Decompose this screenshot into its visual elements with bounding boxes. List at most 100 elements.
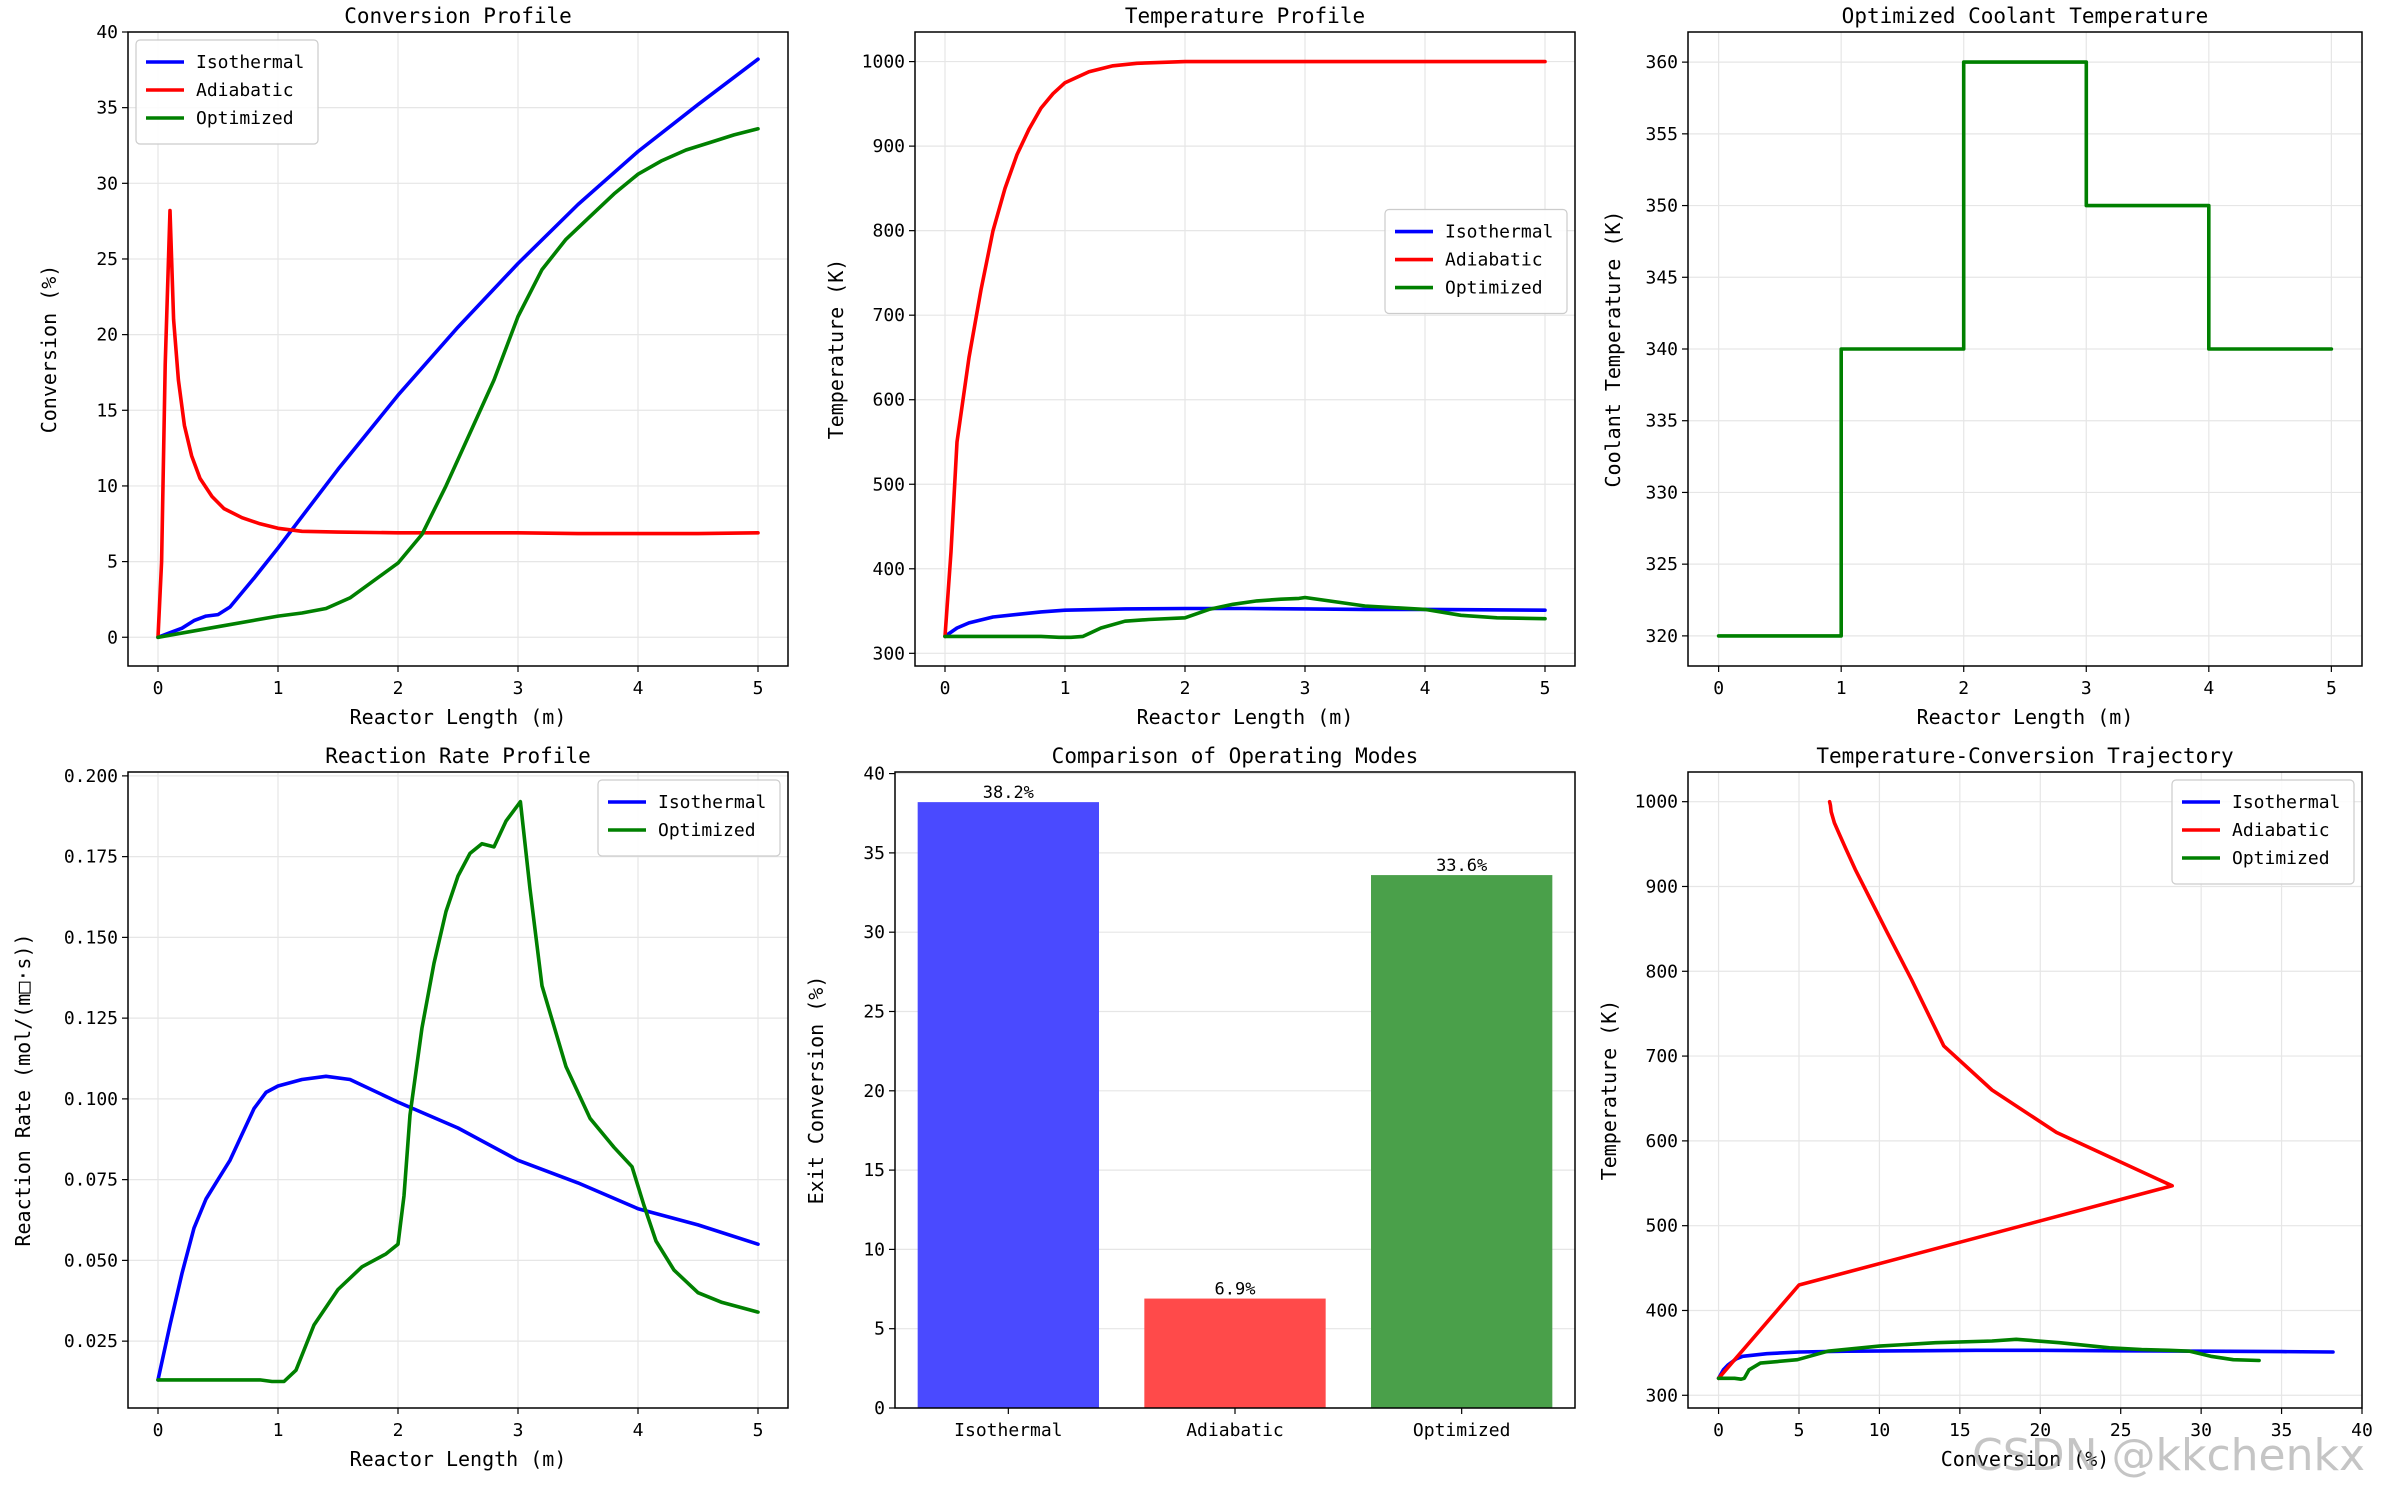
y-axis-label: Temperature (K) (1597, 1000, 1621, 1181)
chart-comparison: 38.2% 6.9% 33.6% Isothermal Adiabatic Optimiz… (804, 744, 1576, 1441)
x-tick-label: 5 (1540, 678, 1551, 699)
series-line-optimized (156, 127, 760, 640)
x-tick-label: 2 (393, 678, 404, 699)
legend: Isothermal Adiabatic Optimized (1384, 208, 1568, 315)
legend-label: Isothermal (196, 52, 304, 73)
x-tick-label: 4 (1420, 678, 1431, 699)
legend-label: Optimized (2232, 848, 2330, 869)
bar-optimized (1371, 875, 1553, 1408)
y-axis-label: Temperature (K) (824, 259, 848, 440)
x-tick-label: 0 (1713, 678, 1724, 699)
x-tick-label: 5 (1794, 1420, 1805, 1441)
chart-conversion: 0 1 2 3 4 5 0 5 10 15 20 25 30 35 40 Conversion Profile… (37, 4, 789, 729)
y-tick-label: 25 (863, 1001, 885, 1022)
x-axis-label: Reactor Length (m) (1137, 705, 1354, 729)
chart-trajectory: 0 5 10 15 20 25 30 35 40 300 400 500 600 700 800 900 100… (1597, 744, 2373, 1471)
y-tick-label: 500 (872, 474, 905, 495)
x-tick-label: 1 (1836, 678, 1847, 699)
y-tick-label: 325 (1645, 554, 1678, 575)
x-axis-label: Conversion (%) (1941, 1447, 2110, 1471)
x-tick-label: 2 (1180, 678, 1191, 699)
bar-isothermal (917, 802, 1099, 1408)
y-tick-label: 320 (1645, 626, 1678, 647)
chart-title: Conversion Profile (344, 4, 572, 28)
bar-adiabatic (1144, 1298, 1326, 1408)
series-line-optimized (1716, 1337, 2261, 1381)
legend-label: Isothermal (1445, 222, 1553, 243)
y-tick-label: 600 (1645, 1131, 1678, 1152)
y-tick-label: 700 (1645, 1046, 1678, 1067)
y-tick-label: 1000 (862, 52, 905, 73)
x-tick-label: 10 (1869, 1420, 1891, 1441)
x-tick-label: Adiabatic (1186, 1420, 1284, 1441)
y-tick-label: 350 (1645, 196, 1678, 217)
y-tick-label: 700 (872, 305, 905, 326)
y-tick-label: 30 (96, 173, 118, 194)
x-tick-label: 1 (273, 678, 284, 699)
legend-label: Optimized (196, 108, 294, 129)
x-tick-label: 4 (633, 1420, 644, 1441)
x-tick-label: 15 (1949, 1420, 1971, 1441)
axes-frame (127, 31, 789, 667)
y-tick-label: 340 (1645, 339, 1678, 360)
legend-label: Isothermal (2232, 792, 2340, 813)
y-tick-label: 0.100 (64, 1089, 118, 1110)
y-tick-label: 300 (1645, 1385, 1678, 1406)
x-tick-label: 1 (273, 1420, 284, 1441)
series-line-optimized (156, 799, 760, 1384)
y-tick-label: 10 (863, 1239, 885, 1260)
x-tick-label: 0 (153, 678, 164, 699)
x-axis-label: Reactor Length (m) (1917, 705, 2134, 729)
y-tick-label: 0.125 (64, 1008, 118, 1029)
axes-frame (127, 771, 789, 1409)
y-tick-label: 1000 (1635, 792, 1678, 813)
y-tick-label: 10 (96, 476, 118, 497)
x-tick-label: 35 (2271, 1420, 2293, 1441)
x-tick-label: 3 (513, 678, 524, 699)
x-tick-label: 5 (2326, 678, 2337, 699)
legend-label: Optimized (658, 820, 756, 841)
x-tick-label: 3 (1300, 678, 1311, 699)
y-tick-label: 0 (874, 1398, 885, 1419)
x-tick-label: Isothermal (954, 1420, 1062, 1441)
x-tick-label: 5 (753, 678, 764, 699)
x-tick-label: 0 (153, 1420, 164, 1441)
y-tick-label: 0.200 (64, 766, 118, 787)
series-line-optimized (943, 595, 1547, 640)
legend-label: Optimized (1445, 278, 1543, 299)
x-tick-label: 0 (1713, 1420, 1724, 1441)
x-tick-label: Optimized (1413, 1420, 1511, 1441)
series-line-adiabatic (1716, 799, 2174, 1381)
axes-frame (1687, 771, 2363, 1409)
chart-title: Reaction Rate Profile (325, 744, 591, 768)
y-axis-label: Conversion (%) (37, 265, 61, 434)
series-line-adiabatic (943, 59, 1547, 639)
legend-label: Isothermal (658, 792, 766, 813)
y-tick-label: 0 (107, 627, 118, 648)
y-axis-label: Exit Conversion (%) (804, 976, 828, 1205)
chart-temperature: 0 1 2 3 4 5 300 400 500 600 700 800 900 1000 Temperatu… (824, 4, 1576, 729)
y-tick-label: 0.025 (64, 1331, 118, 1352)
y-tick-label: 400 (872, 559, 905, 580)
y-tick-label: 360 (1645, 52, 1678, 73)
y-tick-label: 30 (863, 922, 885, 943)
watermark: CSDN @kkchenkx (1972, 1430, 2365, 1481)
series-line-adiabatic (156, 208, 760, 640)
y-tick-label: 800 (1645, 961, 1678, 982)
y-tick-label: 0.150 (64, 927, 118, 948)
x-tick-label: 2 (393, 1420, 404, 1441)
y-tick-label: 500 (1645, 1216, 1678, 1237)
x-tick-label: 3 (513, 1420, 524, 1441)
x-tick-label: 25 (2110, 1420, 2132, 1441)
y-tick-label: 5 (874, 1319, 885, 1340)
chart-title: Temperature Profile (1125, 4, 1365, 28)
legend-label: Adiabatic (2232, 820, 2330, 841)
y-tick-label: 5 (107, 552, 118, 573)
x-axis-label: Reactor Length (m) (350, 705, 567, 729)
legend: Isothermal Adiabatic Optimized (2171, 779, 2355, 885)
y-tick-label: 300 (872, 643, 905, 664)
x-tick-label: 0 (940, 678, 951, 699)
y-tick-label: 0.050 (64, 1250, 118, 1271)
y-tick-label: 20 (96, 325, 118, 346)
y-tick-label: 330 (1645, 482, 1678, 503)
